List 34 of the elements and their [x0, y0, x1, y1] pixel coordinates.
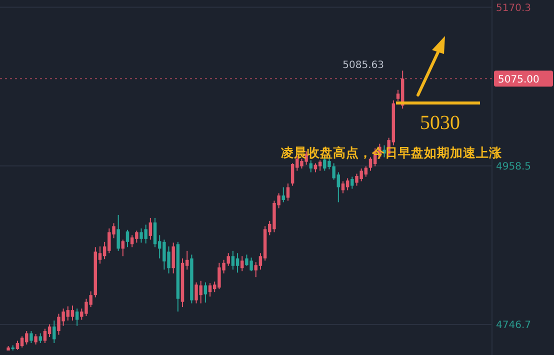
candlestick: [52, 320, 56, 344]
candlestick: [43, 328, 47, 344]
candlestick: [286, 182, 290, 202]
candlestick: [318, 160, 322, 172]
candlestick: [204, 282, 208, 304]
candlestick: [309, 160, 312, 173]
candlestick: [350, 176, 354, 190]
candlestick: [70, 305, 74, 322]
y-tick-label: 4746.7: [496, 320, 531, 332]
candlestick: [121, 239, 125, 257]
candlestick: [346, 178, 350, 191]
candlestick: [20, 336, 24, 348]
candlestick: [48, 324, 52, 338]
candlestick: [282, 186, 285, 203]
candlestick: [240, 256, 244, 272]
candlestick: [116, 214, 120, 252]
candlestick: [341, 180, 345, 194]
candlestick: [34, 334, 38, 346]
y-tick-label: 4958.5: [496, 161, 531, 172]
annotation: 5085.63: [342, 60, 384, 71]
candlestick: [231, 250, 235, 270]
candlestick: [153, 217, 157, 248]
y-tick-label: 5170.3: [496, 2, 531, 14]
candlestick: [38, 332, 42, 344]
candlestick: [148, 217, 152, 240]
candlestick: [290, 162, 294, 186]
candlestick: [30, 330, 33, 344]
candlestick: [126, 229, 130, 248]
candlestick: [236, 252, 240, 274]
candlestick: [75, 308, 79, 326]
annotation: 5030: [420, 112, 460, 134]
ref-line-label: 5075.00: [498, 74, 540, 86]
candlestick: [172, 242, 175, 274]
candlestick: [208, 282, 212, 298]
